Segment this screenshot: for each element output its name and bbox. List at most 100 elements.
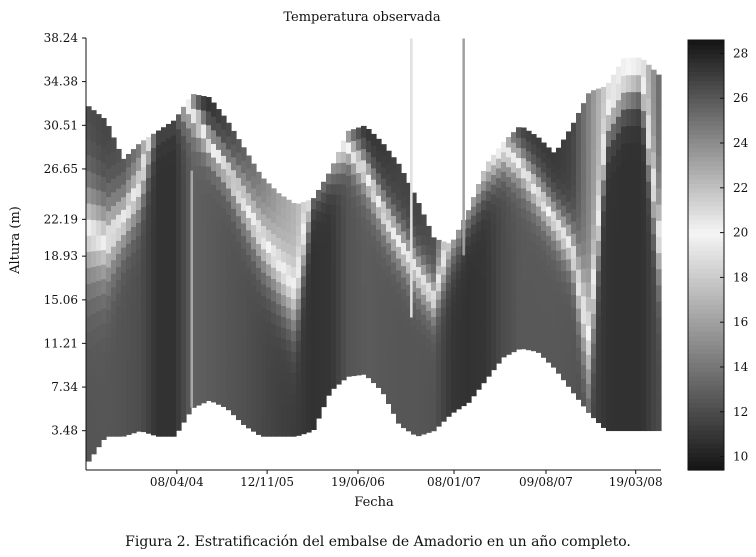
heatmap-cell [181, 293, 187, 308]
heatmap-cell [521, 137, 527, 149]
heatmap-cell [446, 266, 452, 276]
heatmap-cell [211, 333, 217, 349]
heatmap-cell [596, 149, 602, 166]
heatmap-cell [186, 142, 192, 158]
heatmap-cell [626, 277, 632, 296]
heatmap-cell [186, 270, 192, 286]
heatmap-cell [241, 323, 247, 337]
heatmap-cell [586, 354, 592, 370]
heatmap-cell [446, 392, 452, 402]
heatmap-cell [576, 204, 582, 218]
heatmap-cell [496, 197, 502, 208]
heatmap-cell [361, 362, 367, 375]
heatmap-cell [581, 392, 587, 407]
heatmap-cell [591, 328, 597, 344]
heatmap-cell [646, 247, 652, 265]
heatmap-cell [506, 166, 512, 178]
heatmap-cell [86, 364, 92, 381]
heatmap-cell [361, 272, 367, 285]
heatmap-cell [216, 109, 222, 124]
heatmap-cell [276, 259, 282, 272]
heatmap-cell [206, 110, 212, 126]
heatmap-cell [646, 347, 652, 365]
heatmap-cell [176, 229, 182, 245]
heatmap-cell [391, 308, 397, 321]
heatmap-cell [596, 164, 602, 181]
heatmap-cell [611, 204, 617, 221]
heatmap-cell [236, 215, 242, 229]
heatmap-cell [516, 207, 522, 219]
heatmap-cell [591, 105, 597, 121]
heatmap-cell [606, 256, 612, 274]
heatmap-cell [421, 264, 427, 275]
heatmap-cell [191, 151, 197, 166]
heatmap-cell [616, 132, 622, 150]
heatmap-cell [141, 338, 147, 353]
heatmap-cell [151, 380, 157, 395]
heatmap-cell [486, 327, 492, 338]
heatmap-cell [396, 328, 402, 342]
heatmap-cell [616, 347, 622, 365]
heatmap-cell [311, 355, 317, 367]
heatmap-cell [376, 240, 382, 253]
heatmap-cell [121, 272, 127, 286]
heatmap-cell [291, 234, 297, 247]
heatmap-cell [476, 239, 482, 250]
heatmap-cell [136, 287, 142, 302]
heatmap-cell [576, 151, 582, 166]
heatmap-cell [421, 364, 427, 375]
heatmap-cell [181, 250, 187, 265]
heatmap-cell [601, 179, 607, 196]
heatmap-cell [336, 341, 342, 353]
heatmap-cell [646, 114, 652, 132]
colorbar-band [688, 228, 724, 234]
colorbar-band [688, 192, 724, 198]
heatmap-cell [141, 352, 147, 366]
heatmap-cell [611, 381, 617, 399]
heatmap-cell [566, 166, 572, 179]
heatmap-cell [621, 261, 627, 279]
heatmap-cell [616, 331, 622, 349]
heatmap-cell [246, 167, 252, 181]
heatmap-cell [526, 329, 532, 341]
heatmap-cell [216, 216, 222, 231]
heatmap-cell [401, 323, 407, 336]
heatmap-cell [141, 246, 147, 261]
heatmap-cell [586, 180, 592, 196]
heatmap-cell [241, 172, 247, 186]
heatmap-cell [521, 207, 527, 219]
heatmap-cell [216, 323, 222, 338]
heatmap-cell [576, 308, 582, 322]
heatmap-cell [651, 86, 657, 104]
heatmap-cell [291, 224, 297, 236]
heatmap-cell [441, 355, 447, 365]
heatmap-cell [346, 208, 352, 221]
heatmap-cell [146, 379, 152, 394]
heatmap-cell [116, 148, 122, 163]
heatmap-cell [311, 198, 317, 210]
heatmap-cell [546, 166, 552, 178]
heatmap-cell [391, 378, 397, 391]
heatmap-cell [361, 340, 367, 353]
heatmap-cell [291, 277, 297, 289]
heatmap-cell [496, 226, 502, 237]
heatmap-cell [401, 415, 407, 429]
heatmap-cell [336, 373, 342, 385]
heatmap-cell [86, 396, 92, 414]
heatmap-cell [296, 319, 302, 331]
heatmap-cell [226, 305, 232, 319]
heatmap-cell [226, 370, 232, 385]
heatmap-cell [316, 293, 322, 305]
heatmap-cell [391, 389, 397, 403]
heatmap-cell [411, 390, 417, 402]
heatmap-cell [501, 239, 507, 250]
heatmap-cell [471, 332, 477, 343]
heatmap-cell [201, 109, 207, 125]
heatmap-cell [216, 122, 222, 137]
heatmap-cell [596, 361, 602, 378]
heatmap-cell [471, 296, 477, 307]
heatmap-cell [381, 166, 387, 179]
heatmap-cell [601, 117, 607, 134]
heatmap-cell [521, 298, 527, 310]
heatmap-cell [106, 210, 112, 226]
